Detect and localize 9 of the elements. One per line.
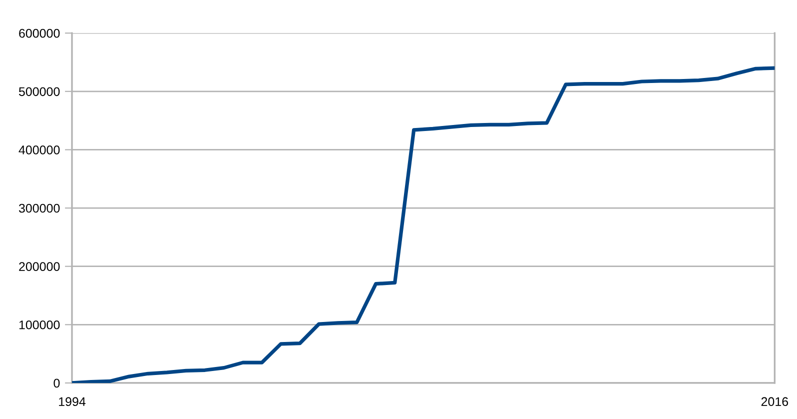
y-tick-label: 500000 — [18, 87, 60, 96]
y-tick-label: 400000 — [18, 146, 60, 154]
y-tick-label: 600000 — [19, 28, 60, 38]
y-tick-label: 100000 — [19, 320, 60, 330]
y-tick-label: 0 — [54, 378, 60, 388]
x-tick-label: 2016 — [761, 397, 788, 406]
x-tick-label: 1994 — [59, 397, 86, 406]
y-tick-label: 300000 — [18, 204, 60, 213]
y-tick-label: 200000 — [19, 262, 60, 271]
